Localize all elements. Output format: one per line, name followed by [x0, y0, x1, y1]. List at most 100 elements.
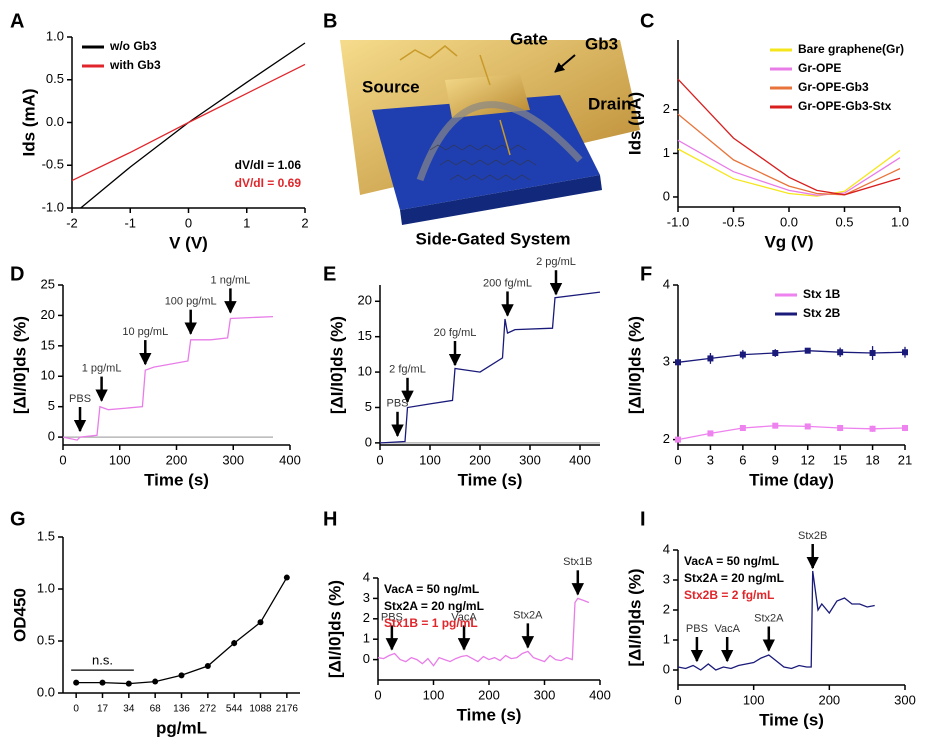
x-axis-label: pg/mL — [156, 718, 207, 737]
y-tick-label: 0 — [48, 429, 55, 444]
annotation-label: PBS — [686, 623, 708, 635]
annotation-label: 100 pg/mL — [165, 296, 217, 308]
legend-label: Bare graphene(Gr) — [798, 42, 904, 56]
y-tick-label: 1 — [663, 631, 670, 646]
y-tick-label: 5 — [365, 399, 372, 414]
y-tick-label: 0.5 — [37, 632, 55, 647]
annotation-label: 1 ng/mL — [211, 274, 251, 286]
y-tick-label: -0.5 — [42, 157, 64, 172]
annotation-label: VacA — [451, 611, 477, 623]
gb3-label: Gb3 — [585, 34, 618, 53]
x-tick-label: 200 — [469, 452, 491, 467]
y-tick-label: 1 — [363, 631, 370, 646]
x-tick-label: 0 — [59, 452, 66, 467]
annotation-label: 200 fg/mL — [483, 277, 532, 289]
note: Stx1B = 1 pg/mL — [384, 616, 478, 630]
annotation-label: 2 pg/mL — [536, 256, 576, 268]
marker — [837, 349, 844, 356]
x-tick-label: 0 — [185, 215, 192, 230]
y-tick-label: 0 — [365, 434, 372, 449]
x-tick-label: 9 — [772, 452, 779, 467]
series-line — [677, 425, 906, 441]
x-tick-label: 1088 — [249, 704, 272, 715]
x-tick-label: 0 — [376, 452, 383, 467]
illustration: B Gate Gb3 Source Drain Side-Gated Syste… — [323, 10, 640, 248]
panel-letter: G — [10, 508, 26, 530]
marker — [739, 351, 746, 358]
annotation-label: 10 pg/mL — [122, 326, 168, 338]
marker — [869, 350, 876, 357]
y-tick-label: -1.0 — [42, 199, 64, 214]
x-tick-label: 18 — [865, 452, 879, 467]
note: VacA = 50 ng/mL — [684, 554, 779, 568]
series-line — [379, 291, 601, 444]
x-tick-label: 544 — [226, 704, 243, 715]
molecule — [399, 45, 511, 156]
panel: G 0.0 0.5 1.0 1.5 0 17 34 68 136 272 544 1088 2176 pg/… — [10, 508, 300, 737]
y-tick-label: 2 — [363, 610, 370, 625]
legend-label: w/o Gb3 — [109, 39, 157, 53]
marker — [837, 424, 844, 431]
panel-letter: E — [323, 263, 336, 285]
annotation-label: PBS — [381, 611, 403, 623]
series-line — [677, 113, 901, 196]
series-line — [62, 315, 274, 441]
x-tick-label: 272 — [199, 704, 216, 715]
marker — [804, 347, 811, 354]
x-tick-label: 400 — [589, 687, 611, 702]
x-axis-label: Time (s) — [759, 710, 824, 729]
x-tick-label: 100 — [419, 452, 441, 467]
drain-label: Drain — [588, 94, 631, 113]
caption: Side-Gated System — [416, 229, 571, 248]
x-tick-label: 0.5 — [835, 214, 853, 229]
marker — [902, 424, 908, 431]
x-tick-label: 100 — [109, 452, 131, 467]
panel-letter: I — [640, 508, 646, 530]
x-axis-label: Time (s) — [144, 470, 209, 489]
y-axis-label: [ΔI/I0]ds (%) — [325, 580, 344, 678]
x-tick-label: 136 — [173, 704, 190, 715]
marker — [739, 424, 746, 431]
x-tick-label: 300 — [534, 687, 556, 702]
y-tick-label: 0.0 — [46, 114, 64, 129]
x-tick-label: 1.0 — [891, 214, 909, 229]
y-tick-label: 4 — [663, 276, 670, 291]
series-line — [71, 63, 306, 182]
x-tick-label: 300 — [894, 692, 916, 707]
x-tick-label: 200 — [166, 452, 188, 467]
y-tick-label: 10 — [41, 368, 55, 383]
x-tick-label: 200 — [478, 687, 500, 702]
legend-label: Gr-OPE-Gb3-Stx — [798, 99, 892, 113]
x-tick-label: -1 — [124, 215, 136, 230]
panel-letter: A — [10, 10, 24, 32]
panel: A -1.0 -0.5 0.0 0.5 1.0 -2 -1 0 1 2 V (V) Ids (mA) w/… — [10, 10, 309, 252]
y-tick-label: 1.0 — [46, 28, 64, 43]
series-line — [377, 597, 590, 667]
annotation-label: PBS — [386, 398, 408, 410]
marker — [231, 640, 238, 647]
x-tick-label: 300 — [222, 452, 244, 467]
y-tick-label: 2 — [663, 101, 670, 116]
legend-label: with Gb3 — [109, 58, 161, 72]
annotation-label: 20 fg/mL — [434, 327, 477, 339]
series-line — [677, 78, 901, 196]
annotation-label: 2 fg/mL — [389, 364, 426, 376]
y-axis-label: Ids (μA) — [625, 92, 644, 155]
panel: I 0 1 2 3 4 0 100 200 300 Time (s) [ΔI/I0]ds (%) PBS… — [625, 508, 915, 729]
marker — [675, 436, 681, 443]
panel: F 2 3 4 0 3 6 9 12 15 18 21 Time (day) [ΔI/I0]ds (%) S… — [625, 263, 912, 489]
x-tick-label: 100 — [743, 692, 765, 707]
x-tick-label: -2 — [66, 215, 78, 230]
marker — [257, 619, 264, 626]
x-tick-label: 0.0 — [780, 214, 798, 229]
droplet — [416, 101, 583, 182]
series-line — [677, 139, 901, 196]
x-tick-label: 3 — [707, 452, 714, 467]
y-tick-label: 4 — [663, 541, 670, 556]
note: VacA = 50 ng/mL — [384, 582, 479, 596]
note: dV/dI = 1.06 — [235, 158, 302, 172]
y-axis-label: [ΔI/I0]ds (%) — [10, 316, 29, 414]
y-axis-label: [ΔI/I0]ds (%) — [625, 568, 644, 666]
y-tick-label: 15 — [358, 328, 372, 343]
panel: H 0 1 2 3 4 0 100 200 300 400 Time (s) [ΔI/I0]ds (%)… — [323, 508, 611, 724]
